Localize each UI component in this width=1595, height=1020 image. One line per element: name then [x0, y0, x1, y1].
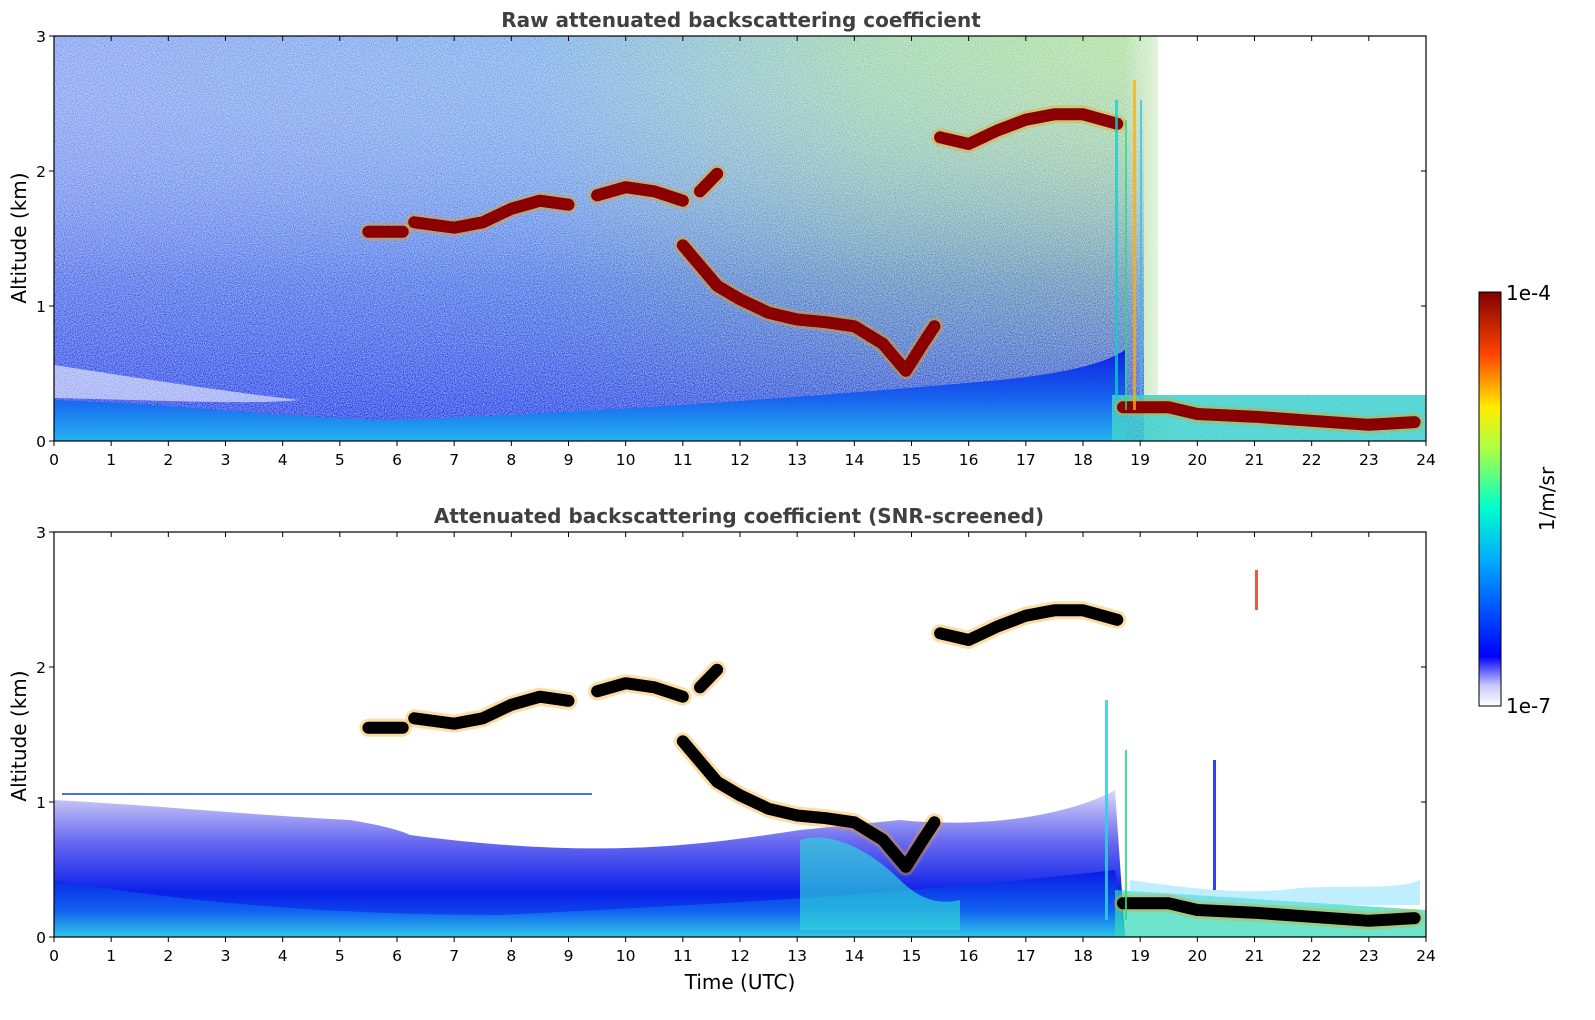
panel-title-raw: Raw attenuated backscattering coefficien… [501, 8, 981, 32]
x-tick-label: 5 [335, 947, 345, 965]
x-tick-label: 23 [1359, 947, 1379, 965]
y-tick-label: 3 [36, 28, 46, 46]
cloud-layer-3 [591, 677, 689, 703]
x-tick-label: 8 [506, 451, 516, 469]
x-tick-label: 4 [278, 947, 288, 965]
cloud-layers-snr [359, 601, 1424, 930]
colorbar-gradient [1478, 291, 1502, 707]
x-tick-label: 10 [616, 451, 636, 469]
cloud-layer-2 [408, 194, 575, 234]
cloud-layer-3 [591, 181, 689, 207]
cloud-layer-6 [934, 604, 1124, 646]
x-tick-label: 22 [1302, 451, 1322, 469]
x-tick-label: 10 [616, 947, 636, 965]
panel-snr-screened: Attenuated backscattering coefficient (S… [7, 504, 1436, 994]
plot-area-raw [53, 35, 1427, 442]
x-tick-label: 24 [1416, 947, 1436, 965]
colorbar-min-label: 1e-7 [1506, 694, 1551, 718]
x-tick-label: 3 [221, 947, 231, 965]
x-tick-label: 21 [1245, 947, 1265, 965]
x-tick-label: 5 [335, 451, 345, 469]
x-tick-label: 1 [106, 947, 116, 965]
cloud-layer-4 [694, 167, 724, 198]
x-tick-label: 7 [449, 947, 459, 965]
y-tick-label: 2 [36, 163, 46, 181]
x-tick-label: 11 [673, 947, 693, 965]
x-tick-label: 22 [1302, 947, 1322, 965]
colorbar-unit-label: 1/m/sr [1535, 466, 1559, 531]
cloud-layer-7 [1117, 897, 1421, 927]
x-tick-label: 18 [1073, 451, 1093, 469]
x-tick-label: 9 [564, 947, 574, 965]
x-tick-label: 19 [1130, 947, 1150, 965]
x-tick-label: 15 [902, 451, 922, 469]
x-tick-label: 15 [902, 947, 922, 965]
x-tick-label: 13 [787, 947, 807, 965]
x-tick-label: 20 [1187, 451, 1207, 469]
x-tick-label: 16 [959, 451, 979, 469]
axis-ticks-snr: 0 1 2 3 4 5 6 7 8 9 10 11 12 13 14 15 16 17 18 19 20 21 22 23 24… [36, 524, 1436, 965]
y-tick-label: 3 [36, 524, 46, 542]
x-tick-label: 18 [1073, 947, 1093, 965]
x-tick-label: 3 [221, 451, 231, 469]
panel-raw: Raw attenuated backscattering coefficien… [7, 8, 1436, 469]
x-tick-label: 12 [730, 947, 750, 965]
y-axis-label-raw: Altitude (km) [7, 172, 31, 303]
x-tick-label: 14 [844, 451, 864, 469]
x-tick-label: 7 [449, 451, 459, 469]
cloud-layer-4 [694, 663, 724, 694]
cloud-layer-5 [676, 239, 941, 377]
y-tick-label: 0 [36, 929, 46, 947]
cloud-layer-7 [1117, 401, 1421, 431]
x-tick-label: 8 [506, 947, 516, 965]
colorbar-max-label: 1e-4 [1506, 281, 1551, 305]
x-tick-label: 17 [1016, 947, 1036, 965]
y-tick-label: 0 [36, 433, 46, 451]
cloud-layer-2 [408, 690, 575, 730]
x-tick-label: 16 [959, 947, 979, 965]
x-tick-label: 21 [1245, 451, 1265, 469]
x-tick-label: 2 [163, 947, 173, 965]
cloud-layers-raw [359, 105, 1424, 434]
plot-area-snr [53, 531, 1427, 938]
y-tick-label: 2 [36, 659, 46, 677]
x-tick-label: 19 [1130, 451, 1150, 469]
x-tick-label: 1 [106, 451, 116, 469]
x-tick-label: 9 [564, 451, 574, 469]
x-tick-label: 23 [1359, 451, 1379, 469]
x-tick-label: 17 [1016, 451, 1036, 469]
x-tick-label: 20 [1187, 947, 1207, 965]
x-tick-label: 0 [49, 451, 59, 469]
y-tick-label: 1 [36, 794, 46, 812]
x-tick-label: 2 [163, 451, 173, 469]
x-tick-label: 12 [730, 451, 750, 469]
colorbar: 1e-4 1e-7 1/m/sr [1478, 281, 1559, 718]
cloud-layer-6 [934, 108, 1124, 150]
x-tick-label: 0 [49, 947, 59, 965]
x-axis-label: Time (UTC) [684, 970, 796, 994]
x-tick-label: 4 [278, 451, 288, 469]
cloud-layer-5 [676, 735, 941, 873]
x-tick-label: 11 [673, 451, 693, 469]
y-axis-label-snr: Altitude (km) [7, 670, 31, 801]
panel-title-snr: Attenuated backscattering coefficient (S… [434, 504, 1044, 528]
x-tick-label: 24 [1416, 451, 1436, 469]
x-tick-label: 14 [844, 947, 864, 965]
y-tick-label: 1 [36, 298, 46, 316]
x-tick-label: 13 [787, 451, 807, 469]
x-tick-label: 6 [392, 947, 402, 965]
axis-ticks-raw: 0 1 2 3 4 5 6 7 8 9 10 11 12 13 14 15 16 17 18 19 20 21 22 23 24… [36, 28, 1436, 469]
x-tick-label: 6 [392, 451, 402, 469]
